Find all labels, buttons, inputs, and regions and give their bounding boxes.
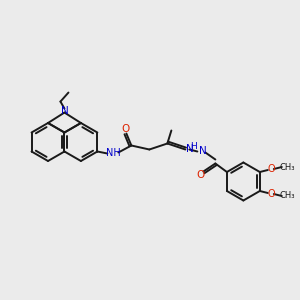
Text: O: O bbox=[196, 170, 205, 181]
Text: H: H bbox=[190, 142, 197, 151]
Text: N: N bbox=[61, 106, 68, 116]
Text: O: O bbox=[267, 164, 274, 174]
Text: N: N bbox=[186, 143, 194, 154]
Text: CH₃: CH₃ bbox=[279, 191, 295, 200]
Text: N: N bbox=[200, 146, 207, 157]
Text: O: O bbox=[267, 189, 274, 199]
Text: NH: NH bbox=[106, 148, 121, 158]
Text: CH₃: CH₃ bbox=[279, 163, 295, 172]
Text: O: O bbox=[121, 124, 130, 134]
